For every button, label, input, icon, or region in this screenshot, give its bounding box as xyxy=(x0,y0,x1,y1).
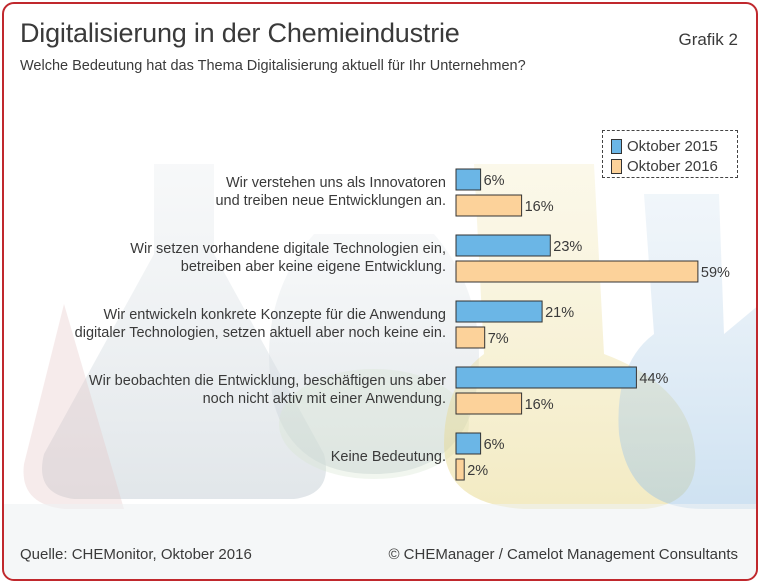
data-label: 2% xyxy=(467,463,488,479)
legend-swatch-2015 xyxy=(611,138,622,154)
category-label: Wir entwickeln konkrete Konzepte für die… xyxy=(103,307,446,323)
data-label: 7% xyxy=(488,331,509,347)
bar-2015 xyxy=(455,300,543,323)
bar-2016 xyxy=(455,260,699,283)
data-label: 44% xyxy=(639,371,668,387)
bar-2016 xyxy=(455,326,486,349)
figure-number: Grafik 2 xyxy=(678,30,738,49)
category-label: noch nicht aktiv mit einer Anwendung. xyxy=(203,391,446,407)
data-label: 16% xyxy=(525,397,554,413)
category-label: Keine Bedeutung. xyxy=(331,449,446,465)
category-label: und treiben neue Entwicklungen an. xyxy=(215,193,446,209)
legend-label-2016: Oktober 2016 xyxy=(627,157,718,175)
legend-label-2015: Oktober 2015 xyxy=(627,137,718,155)
legend-item-2015: Oktober 2015 xyxy=(611,136,737,156)
data-label: 21% xyxy=(545,305,574,321)
legend-item-2016: Oktober 2016 xyxy=(611,156,737,176)
legend-swatch-2016 xyxy=(611,158,622,174)
data-label: 23% xyxy=(553,239,582,255)
chart-title: Digitalisierung in der Chemieindustrie xyxy=(20,18,460,48)
bar-2016 xyxy=(455,194,523,217)
chart-subtitle: Welche Bedeutung hat das Thema Digitalis… xyxy=(20,58,526,74)
category-label: Wir beobachten die Entwicklung, beschäft… xyxy=(89,373,446,389)
bar-2015 xyxy=(455,234,551,257)
bar-chart: Wir verstehen uns als Innovatoren und tre… xyxy=(75,168,730,481)
data-label: 16% xyxy=(525,199,554,215)
category-label: betreiben aber keine eigene Entwicklung. xyxy=(181,259,446,275)
data-label: 6% xyxy=(484,437,505,453)
bar-2016 xyxy=(455,458,465,481)
source-note: Quelle: CHEMonitor, Oktober 2016 xyxy=(20,546,252,563)
bar-2015 xyxy=(455,168,482,191)
legend: Oktober 2015 Oktober 2016 xyxy=(602,130,738,178)
category-label: digitaler Technologien, setzen aktuell a… xyxy=(75,325,446,341)
data-label: 59% xyxy=(701,265,730,281)
bar-2016 xyxy=(455,392,523,415)
bar-2015 xyxy=(455,366,637,389)
copyright-note: © CHEManager / Camelot Management Consul… xyxy=(388,546,738,563)
category-label: Wir verstehen uns als Innovatoren xyxy=(226,175,446,191)
category-label: Wir setzen vorhandene digitale Technolog… xyxy=(130,241,446,257)
bar-2015 xyxy=(455,432,482,455)
data-label: 6% xyxy=(484,173,505,189)
